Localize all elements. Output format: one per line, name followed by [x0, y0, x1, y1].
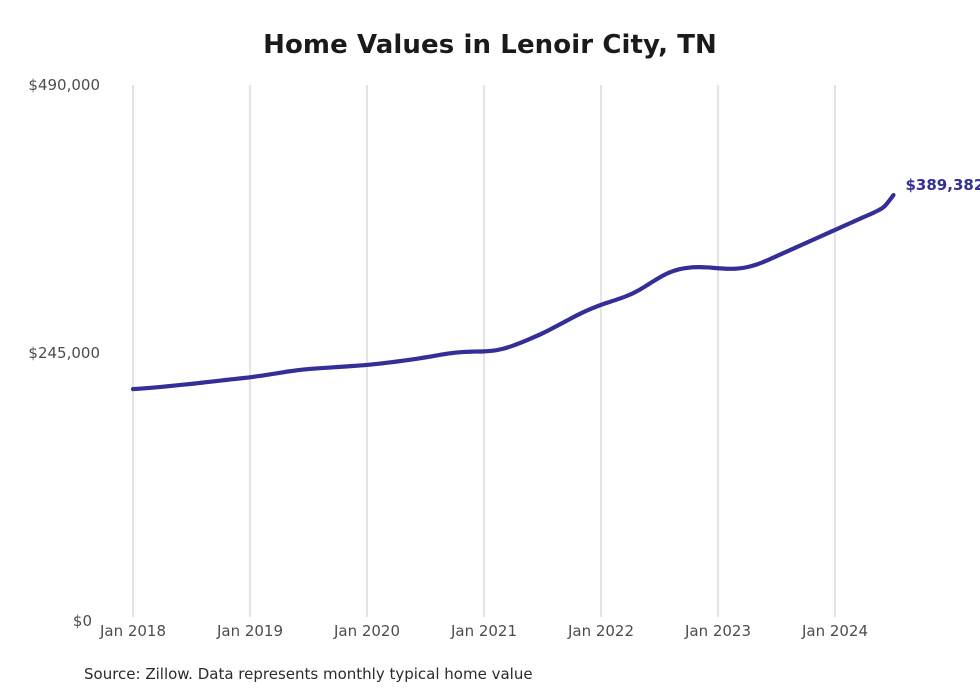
- source-note: Source: Zillow. Data represents monthly …: [84, 665, 533, 683]
- series-line-typical-home-value: [130, 192, 896, 392]
- x-axis-label-jan-2021: Jan 2021: [450, 622, 518, 640]
- y-axis-label-top: $490,000: [28, 76, 100, 94]
- x-axis-label-jan-2023: Jan 2023: [684, 622, 752, 640]
- y-axis-label-middle: $245,000: [28, 344, 100, 362]
- x-axis-label-jan-2018: Jan 2018: [99, 622, 167, 640]
- gridlines-group: [132, 85, 836, 617]
- x-axis-label-jan-2020: Jan 2020: [333, 622, 401, 640]
- chart-title: Home Values in Lenoir City, TN: [263, 30, 717, 60]
- y-axis-label-bottom: $0: [72, 612, 92, 630]
- x-axis-label-jan-2019: Jan 2019: [216, 622, 284, 640]
- x-axis-label-jan-2024: Jan 2024: [801, 622, 869, 640]
- end-value-annotation: $389,382: [905, 176, 980, 195]
- x-axis-label-jan-2022: Jan 2022: [567, 622, 635, 640]
